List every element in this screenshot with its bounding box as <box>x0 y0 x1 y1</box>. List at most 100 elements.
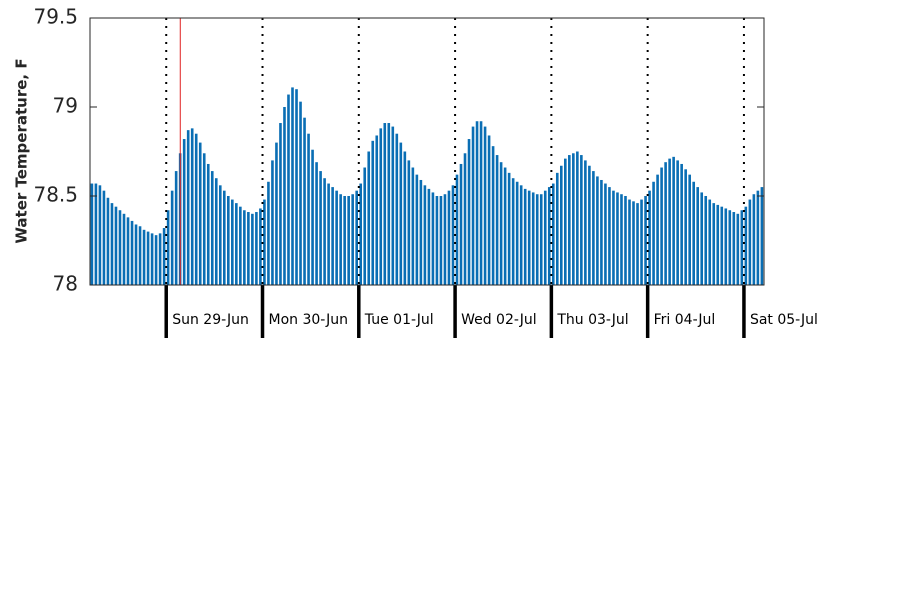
bar <box>255 212 258 285</box>
bar <box>106 197 110 285</box>
bar <box>427 188 431 285</box>
bar <box>596 176 599 285</box>
x-tick-label: Thu 03-Jul <box>556 312 628 328</box>
bar <box>383 123 387 286</box>
bar <box>347 196 350 285</box>
bar <box>283 107 286 285</box>
bar <box>503 167 507 285</box>
bar <box>640 199 643 285</box>
bar <box>724 208 728 285</box>
bar <box>704 196 708 285</box>
bar <box>487 135 491 285</box>
bar <box>114 206 118 285</box>
x-tick-label: Fri 04-Jul <box>654 312 716 328</box>
bar <box>202 153 206 285</box>
bar <box>146 231 150 285</box>
bar <box>736 213 740 285</box>
bar <box>267 181 270 285</box>
bar <box>411 167 415 285</box>
bar <box>628 199 631 285</box>
x-tick-label: Sun 29-Jun <box>172 312 249 328</box>
bar <box>142 229 146 285</box>
bar <box>343 196 346 285</box>
bar <box>551 183 555 285</box>
bar <box>182 139 186 285</box>
bar <box>419 179 423 285</box>
bar <box>680 163 683 285</box>
bar <box>495 155 499 285</box>
bar <box>359 183 363 285</box>
bar <box>355 190 358 285</box>
bar <box>568 155 571 285</box>
bar <box>451 185 455 285</box>
bar <box>387 123 391 286</box>
bar <box>154 235 158 285</box>
bar <box>335 190 338 285</box>
bar <box>435 196 439 285</box>
y-tick-label: 79 <box>53 94 78 118</box>
bar <box>231 199 234 285</box>
bar <box>263 199 266 285</box>
bar <box>531 192 535 285</box>
bar <box>227 196 230 285</box>
bar <box>311 149 314 285</box>
x-tick-label: Mon 30-Jun <box>269 312 349 328</box>
bar <box>162 228 166 285</box>
bar <box>543 190 547 285</box>
bar <box>720 206 724 285</box>
bar <box>547 187 551 285</box>
bar <box>271 160 274 285</box>
plot-frame <box>89 17 765 286</box>
bar <box>235 203 238 285</box>
bar <box>467 139 471 285</box>
bar <box>315 162 318 285</box>
bar <box>319 171 322 285</box>
bar <box>379 128 383 285</box>
bar <box>688 174 691 285</box>
bar <box>287 94 290 285</box>
bar <box>652 181 655 285</box>
bar <box>218 185 222 285</box>
bar <box>584 160 587 285</box>
bar <box>118 210 122 285</box>
bar <box>748 199 752 285</box>
bar <box>210 171 214 285</box>
bar <box>259 208 262 285</box>
bar <box>559 165 563 285</box>
bar <box>138 226 142 285</box>
x-tick-label: Wed 02-Jul <box>461 312 537 328</box>
bar <box>126 217 130 285</box>
bar <box>247 212 250 285</box>
bar <box>431 192 435 285</box>
bar <box>98 185 102 285</box>
y-axis-label: Water Temperature, F <box>13 58 31 243</box>
bar <box>660 167 663 285</box>
bar <box>190 128 194 285</box>
bar <box>475 121 479 286</box>
bar <box>732 212 736 285</box>
bar <box>608 187 611 285</box>
bar <box>756 190 760 285</box>
bar <box>407 160 411 285</box>
bar <box>459 163 463 285</box>
bar <box>399 142 403 285</box>
bar <box>592 171 595 285</box>
y-tick-label: 78 <box>53 272 78 296</box>
bar <box>166 210 170 285</box>
bar <box>555 172 559 285</box>
bar <box>170 190 174 285</box>
bar <box>423 185 427 285</box>
bar <box>656 174 659 285</box>
bar <box>415 174 419 285</box>
bar <box>576 151 579 285</box>
bar <box>214 178 218 285</box>
bar <box>134 224 138 285</box>
bar <box>535 194 539 285</box>
bar <box>375 135 379 285</box>
bar <box>395 133 399 285</box>
bar <box>90 183 94 285</box>
bar <box>572 153 575 285</box>
bar <box>564 158 567 285</box>
bar <box>331 187 334 285</box>
bar <box>588 165 591 285</box>
